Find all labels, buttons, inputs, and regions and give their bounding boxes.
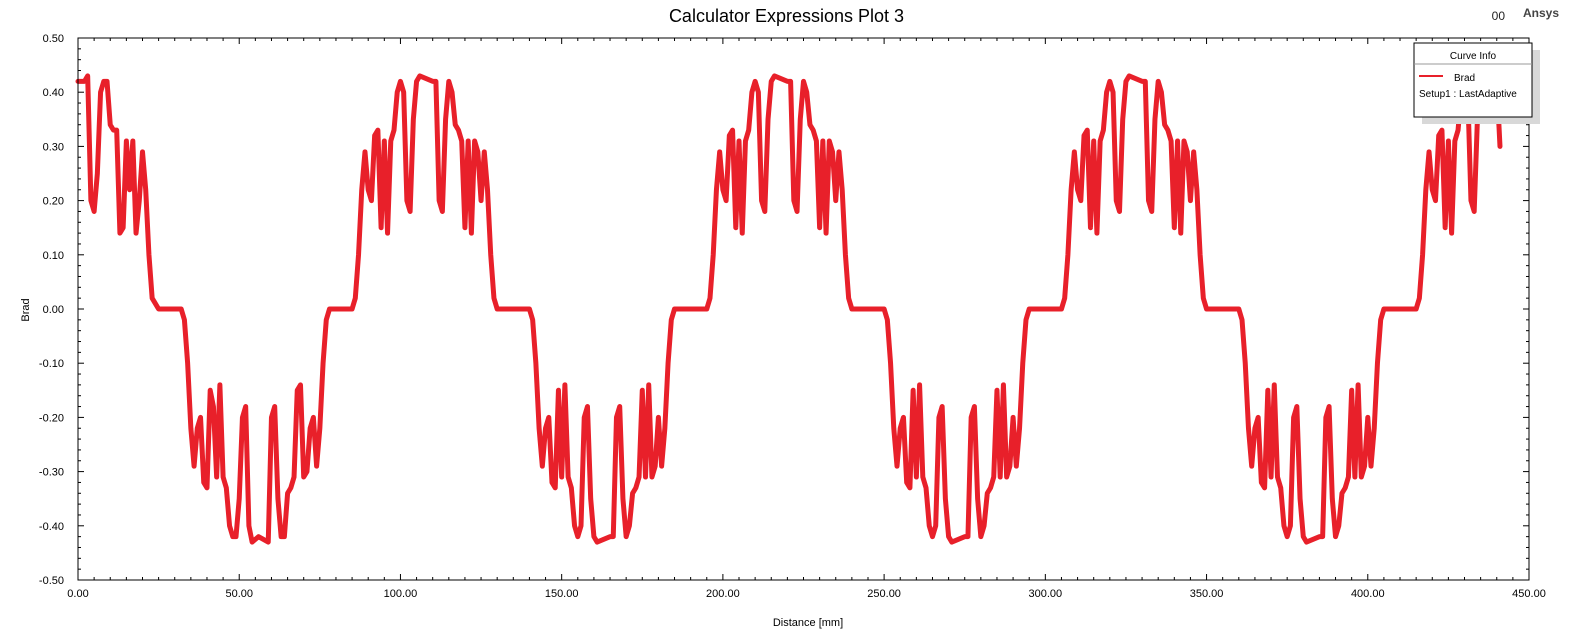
- legend-title: Curve Info: [1450, 51, 1497, 62]
- x-tick-label: 0.00: [67, 588, 88, 600]
- x-tick-label: 400.00: [1351, 588, 1385, 600]
- y-tick-labels: 0.50 0.40 0.30 0.20 0.10 0.00 -0.10 -0.20 -0.30 -…: [39, 33, 64, 587]
- x-tick-label: 450.00: [1512, 588, 1546, 600]
- y-tick-label: -0.30: [39, 467, 64, 479]
- y-tick-label: 0.10: [43, 250, 64, 262]
- y-axis-label: Brad: [20, 298, 32, 321]
- legend[interactable]: Curve Info Brad Setup1 : LastAdaptive: [1413, 42, 1540, 124]
- plot-area-frame: [77, 37, 1530, 581]
- chart-title: Calculator Expressions Plot 3: [668, 6, 905, 26]
- x-tick-label: 200.00: [706, 588, 740, 600]
- x-tick-label: 350.00: [1190, 588, 1224, 600]
- x-tick-label: 300.00: [1029, 588, 1063, 600]
- vendor-label: Ansys: [1522, 6, 1559, 20]
- y-tick-label: 0.20: [43, 196, 64, 208]
- x-tick-label: 150.00: [545, 588, 579, 600]
- series-layer: [75, 73, 1503, 545]
- y-tick-label: -0.20: [39, 412, 64, 424]
- x-tick-label: 100.00: [384, 588, 418, 600]
- y-tick-label: 0.50: [43, 33, 64, 45]
- y-tick-label: -0.50: [39, 575, 64, 587]
- legend-entry-brad: Brad: [1454, 73, 1475, 84]
- y-tick-label: 0.40: [43, 87, 64, 99]
- x-axis-label: Distance [mm]: [773, 617, 843, 629]
- x-tick-label: 50.00: [225, 588, 253, 600]
- y-tick-label: -0.40: [39, 521, 64, 533]
- x-tick-labels: 0.00 50.00 100.00 150.00 200.00 250.00 300.00 3…: [67, 588, 1546, 600]
- y-tick-label: -0.10: [39, 358, 64, 370]
- tick-marks: [77, 37, 1530, 581]
- y-tick-label: 0.00: [43, 304, 64, 316]
- series-line-brad: [75, 73, 1503, 545]
- x-tick-label: 250.00: [867, 588, 901, 600]
- legend-entry-detail: Setup1 : LastAdaptive: [1419, 89, 1517, 100]
- y-tick-label: 0.30: [43, 141, 64, 153]
- vendor-prefix: 00: [1491, 9, 1505, 23]
- legend-box: [1413, 42, 1533, 118]
